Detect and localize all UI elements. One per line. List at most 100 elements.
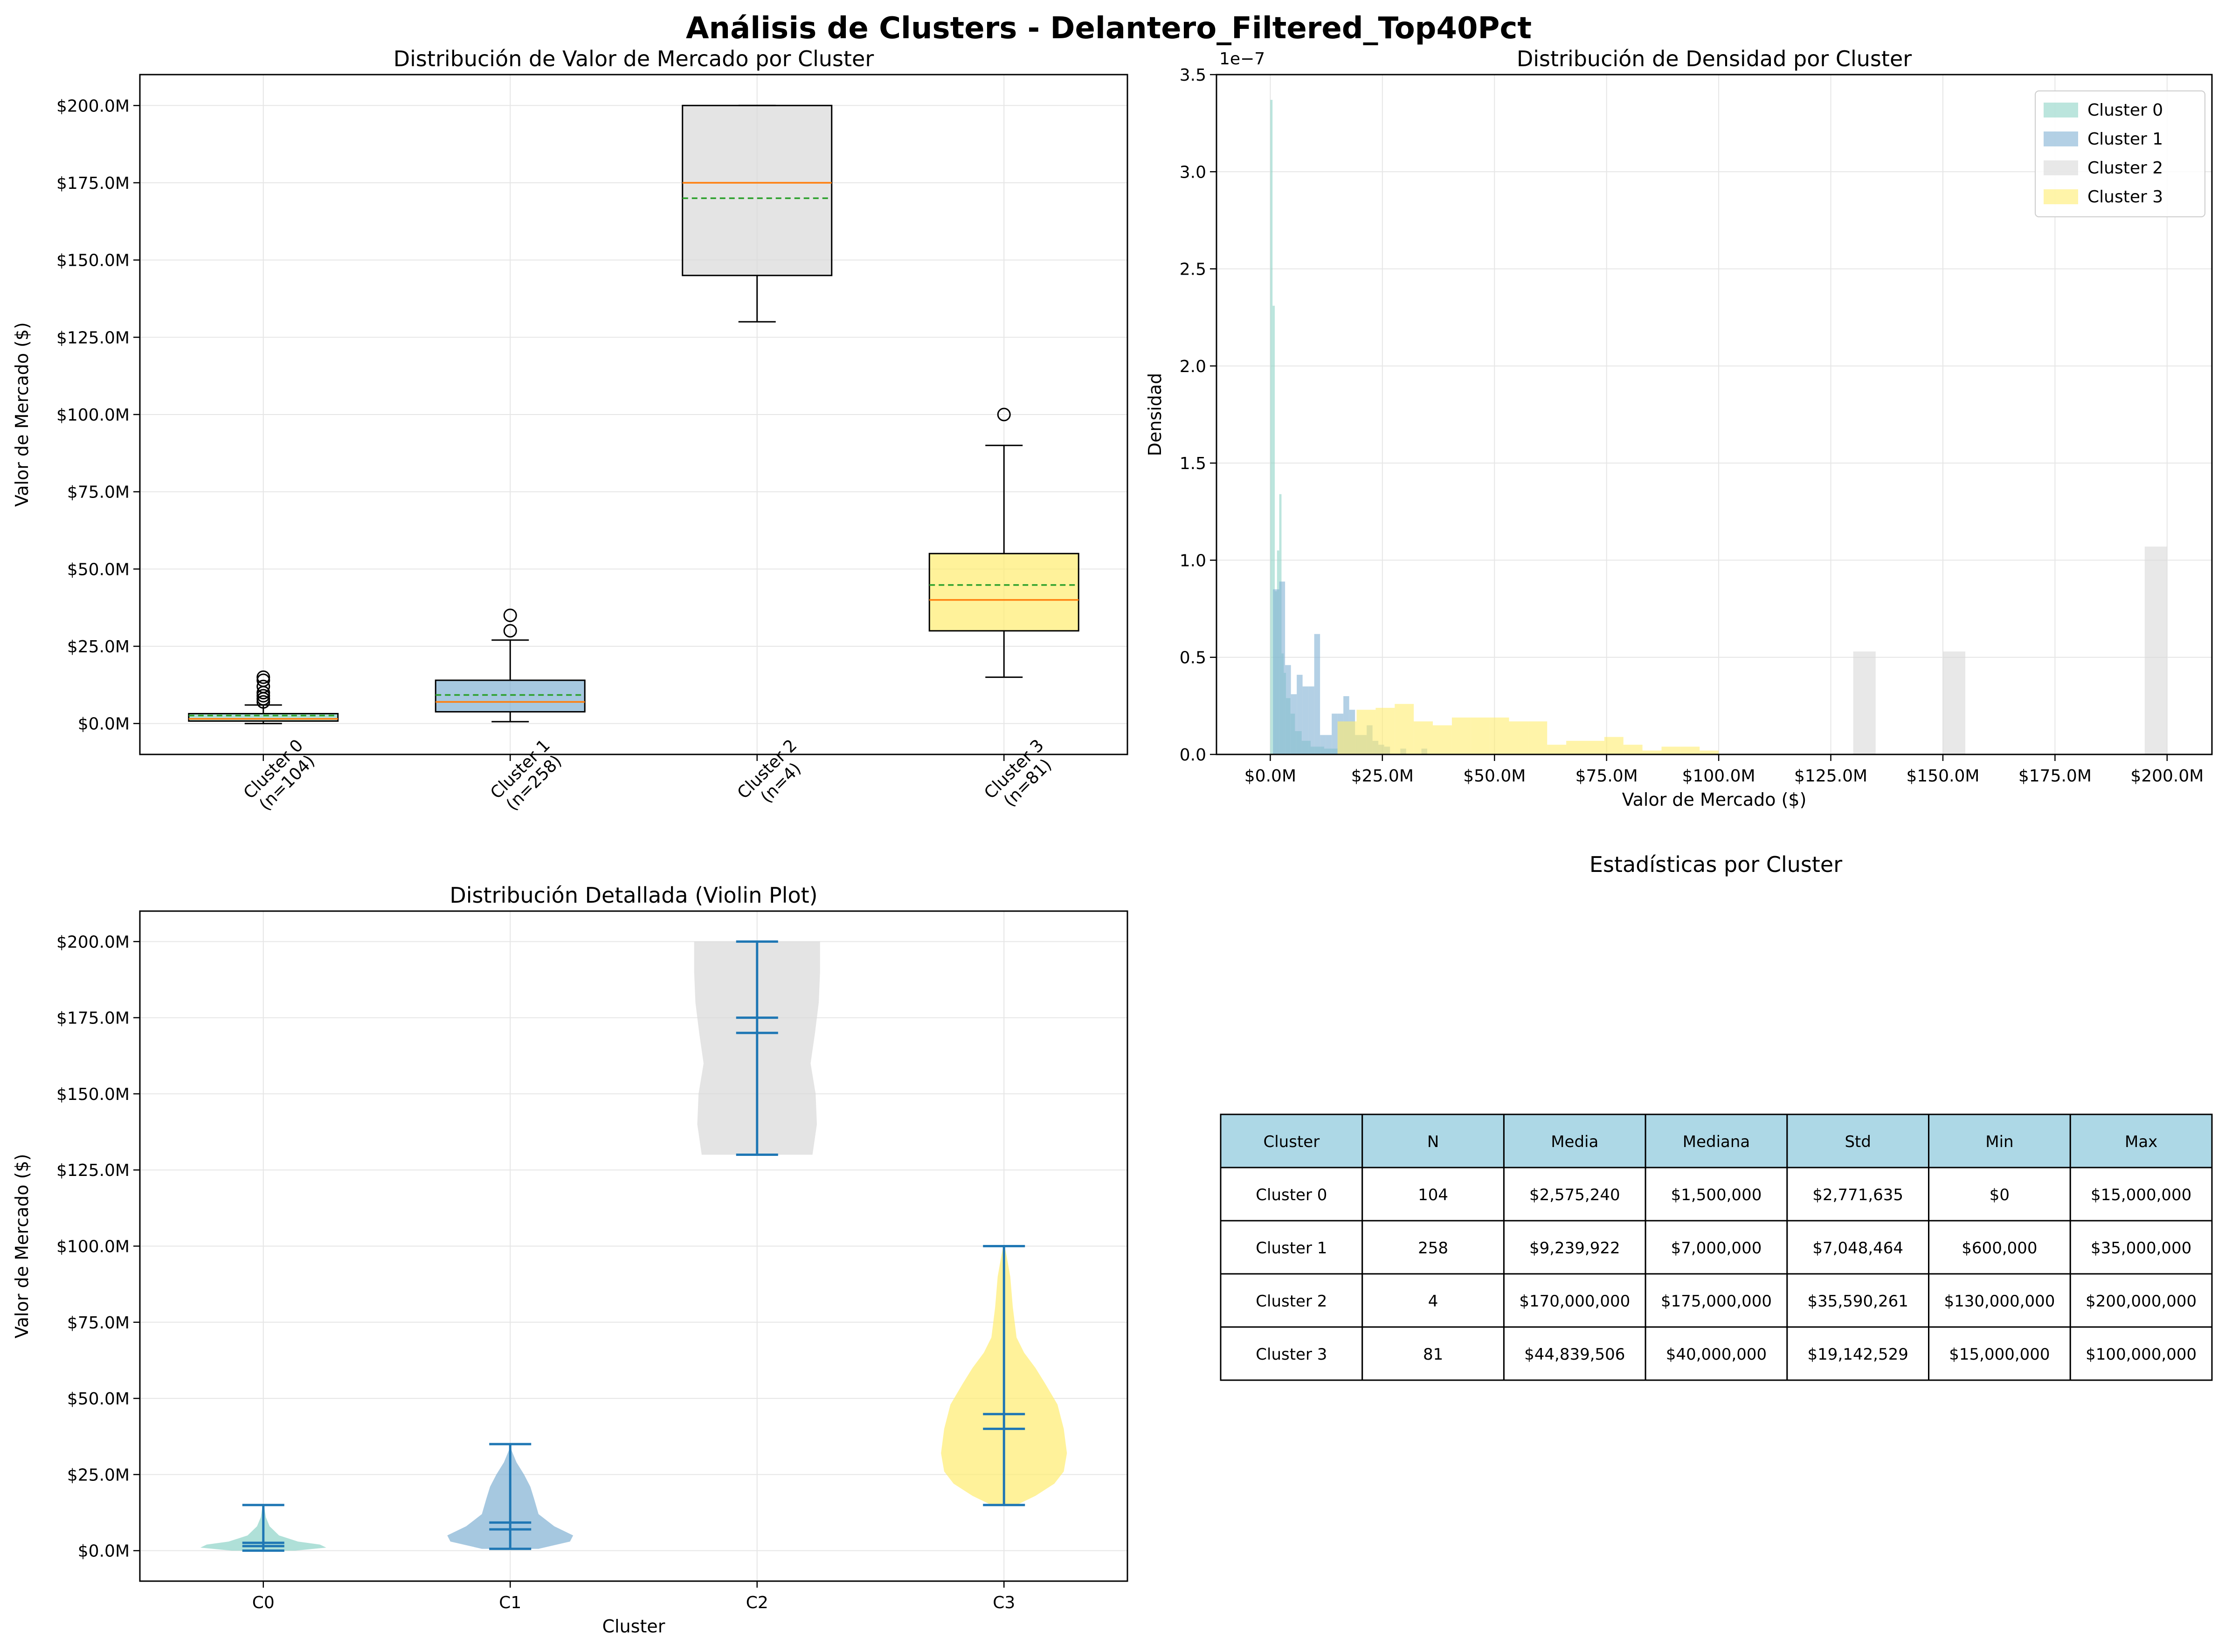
- hist-bar: [1566, 740, 1586, 754]
- table-cell: [1786, 1220, 1930, 1275]
- hist-bar: [1270, 100, 1273, 754]
- hist-frame: [1216, 74, 2213, 755]
- table-cell: [1928, 1326, 2071, 1381]
- table-cell: [2069, 1326, 2213, 1381]
- table-cell-text: $1,500,000: [1671, 1186, 1762, 1204]
- table-cell-text: 4: [1428, 1292, 1438, 1311]
- violin-xtick-label: C0: [252, 1593, 275, 1612]
- hist-xtick-label: $125.0M: [1794, 767, 1867, 786]
- hist-xtick-label: $175.0M: [2018, 767, 2092, 786]
- violin-xtick-label: C1: [499, 1593, 521, 1612]
- table-cell: [1503, 1167, 1646, 1222]
- table-cell-text: $40,000,000: [1666, 1345, 1767, 1364]
- hist-series-cluster-2: [1853, 546, 2167, 754]
- figure-title: Análisis de Clusters - Delantero_Filtere…: [686, 11, 1532, 46]
- table-header-cell: [1786, 1113, 1930, 1168]
- legend-label: Cluster 2: [2087, 159, 2163, 178]
- violin-cluster-1: [447, 1443, 574, 1550]
- violin-cluster-2: [694, 940, 820, 1156]
- hist-bar: [1853, 651, 1876, 754]
- hist-bar: [1471, 717, 1490, 754]
- hist-ytick-label: 1.0: [1180, 551, 1206, 570]
- hist-ytick-label: 3.0: [1180, 163, 1206, 182]
- box-outlier-point: [256, 689, 270, 703]
- table-cell-text: $44,839,506: [1524, 1345, 1625, 1364]
- hist-bar: [1291, 694, 1297, 754]
- table-row: Cluster 1 258 $9,239,922 $7,000,000 $7,048,4…: [1220, 1220, 2213, 1275]
- box-ytick-label: $25.0M: [67, 637, 130, 657]
- table-cell: [1644, 1167, 1788, 1222]
- table-cell-text: Cluster 0: [1256, 1186, 1327, 1204]
- table-cell-text: $2,771,635: [1812, 1186, 1903, 1204]
- table-cell: [1220, 1273, 1363, 1328]
- box-ytick-label: $100.0M: [56, 406, 130, 425]
- violin-xlabel: Cluster: [602, 1616, 665, 1637]
- table-cell-text: 104: [1418, 1186, 1448, 1204]
- table-cell: [2069, 1220, 2213, 1275]
- table-cell: [1644, 1220, 1788, 1275]
- table-cell: [1503, 1326, 1646, 1381]
- hist-bar: [1302, 686, 1309, 754]
- violin-ytick-label: $0.0M: [78, 1542, 130, 1561]
- table-cell: [2069, 1273, 2213, 1328]
- table-cell-text: $200,000,000: [2086, 1292, 2197, 1311]
- box-iqr: [435, 679, 586, 713]
- legend-swatch: [2044, 160, 2078, 175]
- hist-bar: [1547, 745, 1567, 754]
- box-ytick-label: $0.0M: [78, 715, 130, 734]
- hist-bar: [1326, 735, 1332, 754]
- hist-bar: [1661, 747, 1681, 754]
- violin-ytick-label: $75.0M: [67, 1313, 130, 1333]
- statistics-table-panel: Estadísticas por Cluster Cluster N Media Med…: [1220, 852, 2213, 1381]
- box-outlier-point: [256, 679, 270, 693]
- table-cell-text: 81: [1423, 1345, 1443, 1364]
- hist-ytick-label: 0.5: [1180, 649, 1206, 668]
- legend-box: [2035, 90, 2205, 217]
- hist-title: Distribución de Densidad por Cluster: [1517, 46, 1912, 71]
- hist-ylabel: Densidad: [1145, 373, 1165, 456]
- box-ytick-label: $50.0M: [67, 560, 130, 579]
- table-row: Cluster 2 4 $170,000,000 $175,000,000 $35,59…: [1220, 1273, 2213, 1328]
- table-cell-text: $130,000,000: [1944, 1292, 2055, 1311]
- box-ytick-label: $200.0M: [56, 97, 130, 116]
- hist-xtick-label: $0.0M: [1244, 767, 1296, 786]
- hist-bar: [1623, 745, 1643, 754]
- box-outlier-point: [503, 624, 517, 638]
- box-ylabel: Valor de Mercado ($): [12, 322, 32, 507]
- table-cell-text: $35,000,000: [2091, 1239, 2191, 1258]
- hist-series-cluster-3: [1337, 704, 1719, 754]
- hist-xlabel: Valor de Mercado ($): [1622, 789, 1807, 810]
- hist-bar: [1414, 721, 1433, 754]
- violin-ytick-label: $50.0M: [67, 1389, 130, 1409]
- box-cluster-3: [928, 408, 1079, 678]
- table-cell: [1786, 1167, 1930, 1222]
- hist-bar: [1337, 721, 1357, 754]
- table-row: Cluster 0 104 $2,575,240 $1,500,000 $2,771,6…: [1220, 1167, 2213, 1222]
- box-cluster-0: [188, 670, 339, 725]
- table-cell-text: Cluster 2: [1256, 1292, 1327, 1311]
- hist-bar: [1942, 651, 1966, 754]
- violin-ytick-label: $25.0M: [67, 1465, 130, 1485]
- table-cell-text: 258: [1418, 1239, 1448, 1258]
- table-cell-text: $35,590,261: [1808, 1292, 1908, 1311]
- legend-label: Cluster 0: [2087, 101, 2163, 120]
- table-header-text: Media: [1551, 1133, 1598, 1151]
- violin-ytick-label: $125.0M: [56, 1161, 130, 1180]
- box-frame: [139, 74, 1128, 755]
- violin-ytick-label: $100.0M: [56, 1237, 130, 1257]
- hist-ytick-label: 0.0: [1180, 746, 1206, 765]
- legend-swatch: [2044, 103, 2078, 118]
- table-title: Estadísticas por Cluster: [1589, 852, 1842, 877]
- histogram-panel: 0.0 0.5 1.0 1.5 2.0 2.5 3.0 3.5 $0.0M $25.0M $50.0…: [1145, 46, 2213, 810]
- box-cluster-1: [435, 608, 586, 723]
- box-title: Distribución de Valor de Mercado por Clu…: [394, 46, 874, 71]
- box-cluster-2: [682, 104, 833, 323]
- legend-label: Cluster 1: [2087, 130, 2163, 149]
- hist-xtick-label: $150.0M: [1906, 767, 1979, 786]
- violin-ytick-label: $175.0M: [56, 1009, 130, 1028]
- table-header-text: N: [1427, 1133, 1439, 1151]
- hist-bar: [1585, 740, 1604, 754]
- table-cell: [1220, 1167, 1363, 1222]
- box-outlier-point: [503, 608, 517, 622]
